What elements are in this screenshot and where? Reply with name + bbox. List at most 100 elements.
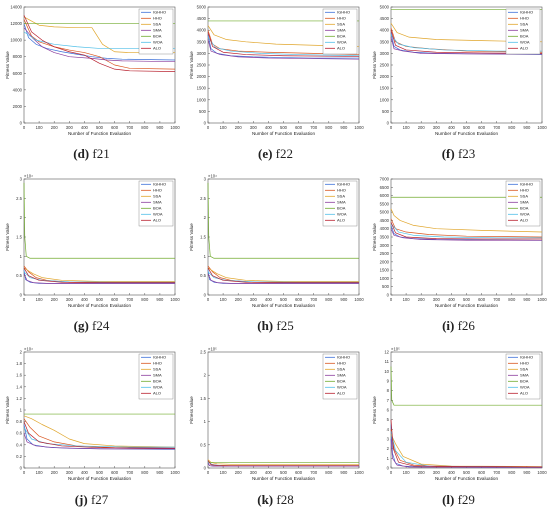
y-tick-label: 7000 — [380, 177, 390, 182]
y-tick-label: 0.5 — [200, 273, 206, 278]
y-tick-label: 2000 — [380, 74, 390, 79]
legend-box — [138, 353, 174, 400]
x-tick-label: 100 — [36, 470, 44, 475]
panel-caption: (l) f29 — [367, 492, 550, 508]
y-axis-label: Fitness Value — [189, 396, 194, 424]
series-line-boa — [23, 182, 175, 259]
series-line-woa — [207, 36, 360, 57]
x-tick-label: 100 — [403, 470, 411, 475]
panel-caption: (j) f27 — [0, 492, 183, 508]
y-axis-label: Fitness Value — [5, 51, 10, 79]
x-tick-label: 400 — [81, 470, 89, 475]
x-tick-label: 300 — [433, 470, 441, 475]
y-tick-label: 6500 — [380, 185, 390, 190]
y-tick-label: 3 — [20, 177, 23, 182]
legend-label: ALO — [153, 46, 161, 51]
y-tick-label: 4000 — [13, 87, 23, 92]
series-line-hho — [23, 19, 176, 70]
legend-label: BOA — [153, 206, 162, 211]
caption-letter: (k) — [257, 492, 274, 507]
x-tick-label: 700 — [126, 470, 134, 475]
x-tick-label: 800 — [325, 470, 333, 475]
chart-panel-f28: 0 0.5 1 1.5 2 2.5 0 100 200 300 400 500 600 700 800 900… — [184, 345, 367, 485]
legend-label: SSA — [520, 367, 528, 372]
x-tick-label: 0 — [23, 125, 26, 130]
series-line-ssa — [23, 415, 176, 448]
y-tick-label: 5 — [387, 417, 390, 422]
x-tick-label: 800 — [325, 297, 333, 302]
x-tick-label: 500 — [463, 125, 471, 130]
legend-label: BOA — [337, 206, 346, 211]
legend-label: SSA — [153, 367, 161, 372]
x-tick-label: 500 — [96, 125, 104, 130]
legend-label: HHO — [337, 188, 346, 193]
x-tick-label: 700 — [493, 297, 501, 302]
series-line-sma — [207, 39, 360, 60]
series-line-woa — [390, 223, 542, 239]
panel-caption: (d) f21 — [0, 146, 183, 162]
y-tick-label: 2500 — [380, 251, 390, 256]
x-axis-label: Number of Function Evaluation — [435, 131, 499, 136]
x-tick-label: 100 — [220, 297, 228, 302]
x-tick-label: 700 — [126, 125, 134, 130]
y-tick-label: 1000 — [380, 276, 390, 281]
legend-label: SSA — [337, 194, 345, 199]
y-tick-label: 4000 — [197, 28, 207, 33]
y-tick-label: 3500 — [380, 235, 390, 240]
y-axis-label: Fitness Value — [372, 223, 377, 251]
legend-label: BOA — [337, 379, 346, 384]
x-tick-label: 700 — [310, 470, 318, 475]
legend-box — [505, 180, 541, 227]
y-tick-label: 4500 — [380, 218, 390, 223]
caption-function: f23 — [454, 146, 476, 161]
y-tick-label: 1.8 — [16, 361, 22, 366]
legend-label: WOA — [153, 385, 163, 390]
legend-label: ALO — [153, 218, 161, 223]
caption-function: f28 — [273, 492, 294, 507]
x-tick-label: 600 — [478, 297, 486, 302]
x-tick-label: 700 — [310, 297, 318, 302]
y-tick-label: 1 — [20, 408, 23, 413]
x-tick-label: 100 — [36, 125, 44, 130]
x-tick-label: 300 — [66, 125, 74, 130]
x-tick-label: 900 — [523, 297, 531, 302]
y-tick-label: 4500 — [197, 16, 207, 21]
x-tick-label: 100 — [220, 125, 228, 130]
y-tick-label: 1 — [387, 456, 390, 461]
y-axis-label: Fitness Value — [372, 51, 377, 79]
y-tick-label: 4000 — [380, 28, 390, 33]
x-axis-label: Number of Function Evaluation — [68, 476, 132, 481]
legend-label: IGHHO — [520, 355, 533, 360]
series-line-alo — [390, 30, 543, 54]
legend-label: HHO — [337, 361, 346, 366]
y-tick-label: 3000 — [380, 51, 390, 56]
y-tick-label: 9 — [387, 379, 390, 384]
legend-box — [322, 8, 358, 55]
x-tick-label: 200 — [51, 297, 59, 302]
legend-label: SMA — [520, 200, 529, 205]
legend-label: IGHHO — [337, 355, 350, 360]
y-axis-label: Fitness Value — [5, 396, 10, 424]
series-line-woa — [23, 271, 175, 283]
x-tick-label: 300 — [250, 125, 258, 130]
x-tick-label: 500 — [96, 297, 104, 302]
x-axis-label: Number of Function Evaluation — [68, 131, 132, 136]
panel-caption: (g) f24 — [0, 318, 183, 334]
chart-panel-f21: 0 2000 4000 6000 8000 10000 12000 14000 0 100 200 3… — [0, 0, 183, 140]
x-tick-label: 100 — [403, 297, 411, 302]
series-line-ssa — [207, 25, 360, 47]
chart-svg: 0 0.2 0.4 0.6 0.8 1 1.2 1.4 1.6 1.8 2 0 100 200 300 400… — [5, 347, 180, 482]
x-tick-label: 1000 — [354, 125, 364, 130]
series-line-ssa — [390, 23, 543, 43]
y-tick-label: 3 — [204, 177, 207, 182]
x-tick-label: 700 — [493, 470, 501, 475]
x-tick-label: 500 — [280, 470, 288, 475]
y-tick-label: 5500 — [380, 201, 390, 206]
legend-label: HHO — [153, 16, 162, 21]
legend-label: ALO — [520, 218, 528, 223]
y-tick-label: 5000 — [380, 210, 390, 215]
legend-label: ALO — [153, 391, 161, 396]
y-axis-label: Fitness Value — [5, 223, 10, 251]
legend-label: WOA — [337, 385, 347, 390]
x-tick-label: 1000 — [170, 125, 180, 130]
